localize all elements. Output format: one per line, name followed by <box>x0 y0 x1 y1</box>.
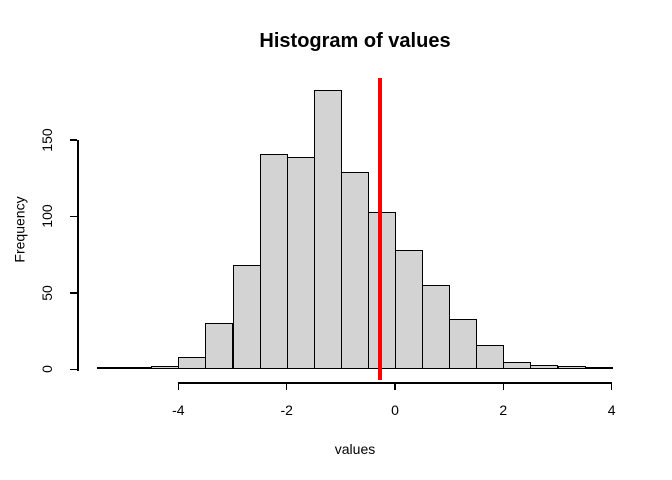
y-axis-tick <box>70 215 77 218</box>
x-axis-tick <box>502 382 505 390</box>
x-axis-tick <box>610 382 613 390</box>
x-axis-tick <box>285 382 288 390</box>
histogram-bar <box>313 89 342 370</box>
histogram-bar <box>178 357 207 370</box>
y-axis-line <box>77 140 79 371</box>
y-tick-label: 50 <box>39 285 55 301</box>
x-axis-tick <box>177 382 180 390</box>
y-tick-label: 0 <box>39 365 55 374</box>
histogram-bar <box>449 318 478 370</box>
histogram-bar <box>259 153 288 370</box>
histogram-bar <box>584 366 613 370</box>
histogram-bar <box>476 344 505 370</box>
reference-line <box>377 77 382 381</box>
histogram-bar <box>367 211 396 370</box>
histogram-bar <box>530 364 559 370</box>
histogram-bar <box>422 285 451 370</box>
chart-title: Histogram of values <box>259 30 451 52</box>
histogram-bar <box>286 156 315 370</box>
x-tick-label: 2 <box>499 402 508 418</box>
histogram-bar <box>340 172 369 370</box>
x-tick-label: 0 <box>391 402 399 418</box>
histogram-bar <box>395 250 424 370</box>
x-axis-tick <box>394 382 396 390</box>
y-axis-tick <box>70 368 77 371</box>
histogram-bar <box>151 366 180 370</box>
histogram-bar <box>124 366 153 370</box>
x-axis-label: values <box>334 441 376 457</box>
histogram-bar <box>97 366 126 370</box>
histogram-bar <box>503 361 532 370</box>
x-tick-label: 4 <box>607 402 616 418</box>
x-tick-label: -4 <box>172 402 185 418</box>
histogram-bar <box>557 366 586 370</box>
histogram-bar <box>205 323 234 370</box>
x-tick-label: -2 <box>280 402 293 418</box>
y-tick-label: 100 <box>39 204 55 229</box>
y-axis-tick <box>70 139 77 141</box>
histogram-bar <box>232 265 261 370</box>
y-tick-label: 150 <box>39 128 55 152</box>
y-axis-tick <box>70 292 77 294</box>
